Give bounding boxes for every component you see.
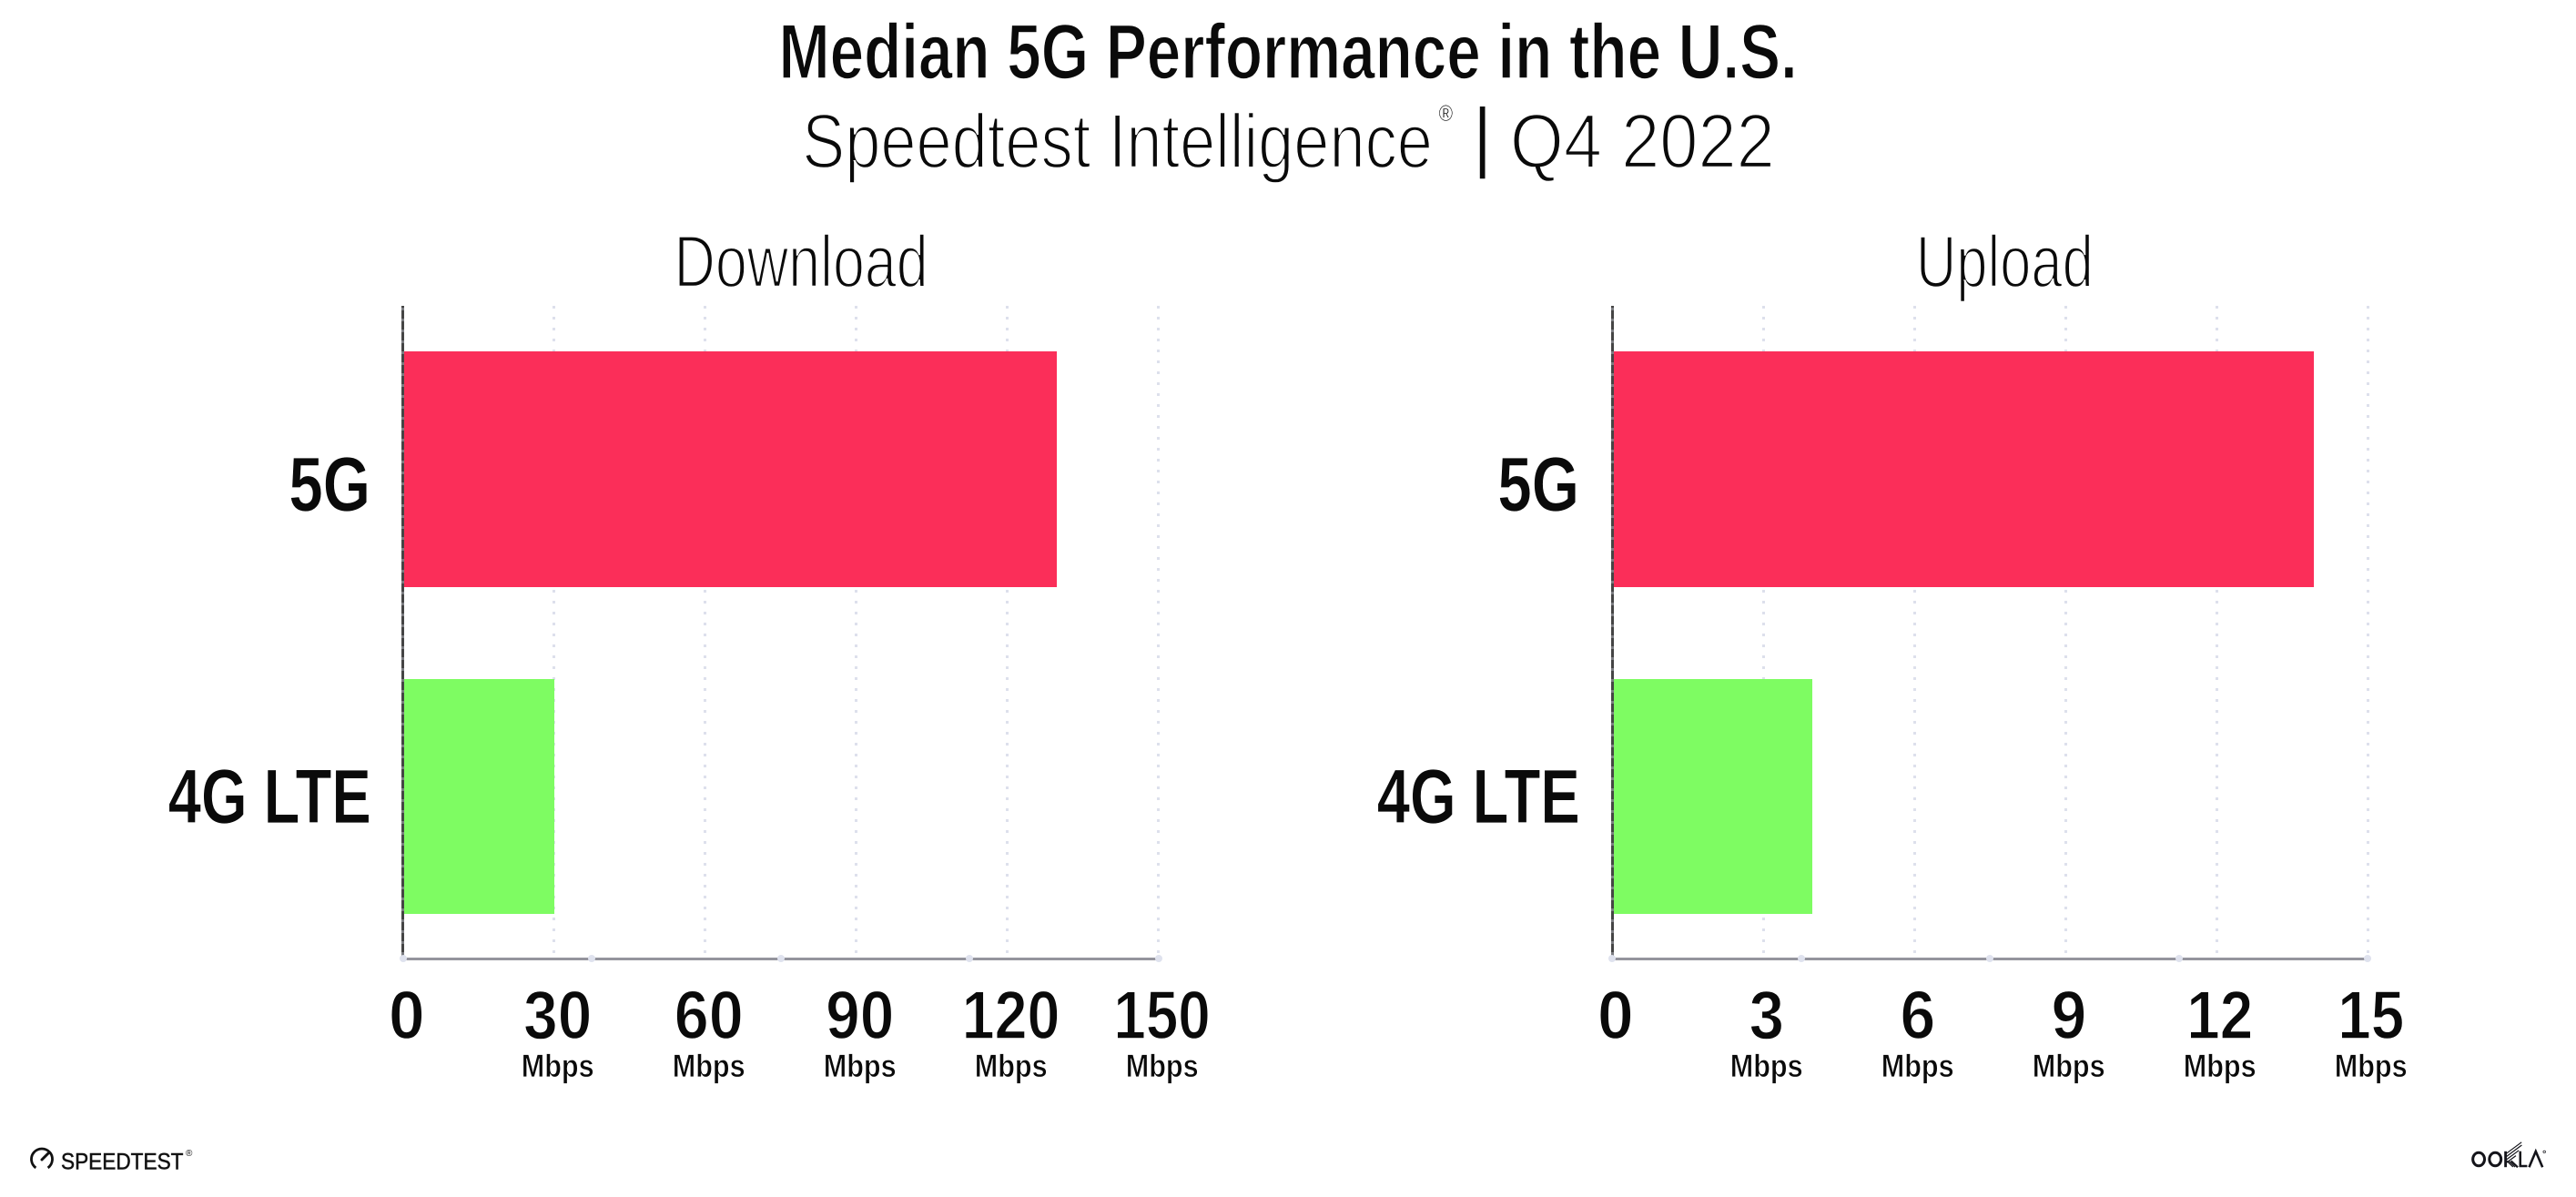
svg-text:SPEEDTEST: SPEEDTEST — [61, 1150, 184, 1174]
svg-text:®: ® — [186, 1149, 193, 1159]
